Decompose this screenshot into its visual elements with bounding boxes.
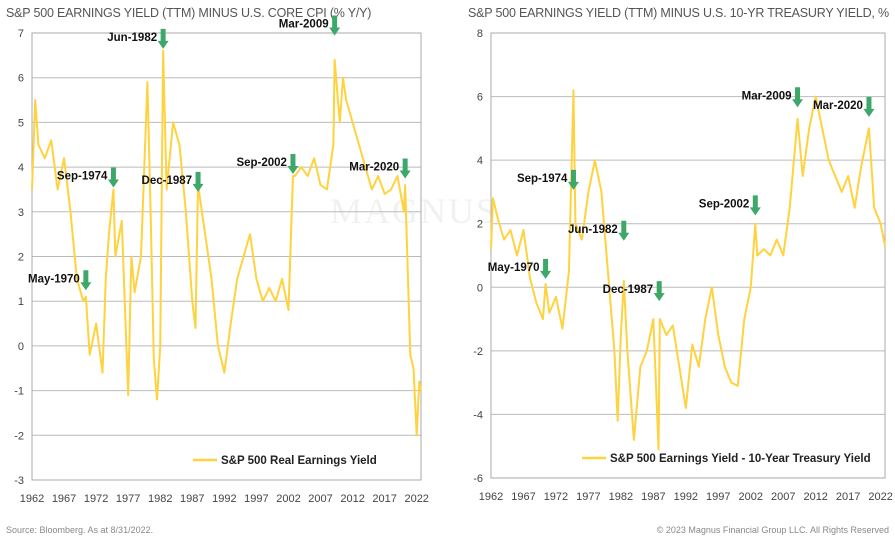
annotation-arrow [80,270,92,291]
x-tick-label: 1982 [148,493,172,505]
annotation-label: Mar-2009 [279,18,329,30]
y-tick-label: 6 [18,73,24,85]
y-tick-label: 7 [18,28,24,40]
y-tick-label: 6 [477,92,483,104]
annotation-arrow [399,158,411,179]
x-tick-label: 2017 [372,493,396,505]
y-tick-label: -6 [473,473,483,485]
annotation-label: Sep-1974 [57,170,108,182]
x-tick-label: 1967 [52,493,76,505]
x-tick-label: 1962 [20,493,44,505]
y-tick-label: 4 [477,155,483,167]
copyright: © 2023 Magnus Financial Group LLC. All R… [656,525,889,535]
annotation-label: Mar-2020 [813,100,863,112]
legend-label: S&P 500 Earnings Yield - 10-Year Treasur… [610,453,871,465]
annotation-label: Jun-1982 [568,224,618,236]
y-tick-label: 0 [18,341,24,353]
left-chart-title: S&P 500 EARNINGS YIELD (TTM) MINUS U.S. … [6,6,372,20]
x-tick-label: 1987 [641,491,665,503]
annotation-arrow [618,220,630,241]
x-tick-label: 2007 [308,493,332,505]
annotation-arrow [792,87,804,108]
x-tick-label: 2017 [836,491,860,503]
x-tick-label: 1992 [212,493,236,505]
annotation-arrow [287,154,299,175]
annotation-label: Mar-2020 [349,162,399,174]
x-tick-label: 1977 [576,491,600,503]
y-tick-label: -4 [473,409,483,421]
annotation-arrow [192,171,204,192]
series-line [31,49,422,437]
y-tick-label: 8 [477,28,483,40]
annotation-label: Sep-2002 [236,157,287,169]
annotation-label: Mar-2009 [742,90,792,102]
x-tick-label: 1977 [116,493,140,505]
y-tick-label: -2 [473,346,483,358]
y-tick-label: -2 [14,430,24,442]
annotation-arrow [567,169,579,190]
annotation-label: Dec-1987 [603,284,654,296]
y-tick-label: 1 [18,296,24,308]
annotation-arrow [329,15,341,36]
y-tick-label: 4 [18,162,24,174]
x-tick-label: 1997 [706,491,730,503]
x-tick-label: 2007 [771,491,795,503]
y-tick-label: 3 [18,207,24,219]
watermark-logo: MAGNUS [330,191,499,231]
plot-frame [31,32,422,481]
annotation-arrow [653,281,665,302]
annotation-arrow [157,28,169,49]
annotation-arrow [107,167,119,188]
y-tick-label: 2 [477,219,483,231]
x-tick-label: 1997 [244,493,268,505]
y-tick-label: 2 [18,252,24,264]
x-tick-label: 1972 [544,491,568,503]
y-tick-label: -1 [14,386,24,398]
x-tick-label: 2002 [276,493,300,505]
annotation-label: Sep-1974 [517,173,568,185]
legend-label: S&P 500 Real Earnings Yield [221,455,377,467]
x-tick-label: 1982 [609,491,633,503]
x-tick-label: 1992 [674,491,698,503]
annotation-arrow [540,258,552,279]
source-note: Source: Bloomberg. As at 8/31/2022. [6,525,154,535]
x-tick-label: 2012 [340,493,364,505]
x-tick-label: 2012 [803,491,827,503]
annotation-label: May-1970 [488,262,540,274]
y-tick-label: 0 [477,282,483,294]
x-tick-label: 1967 [511,491,535,503]
annotation-arrow [749,195,761,216]
annotation-label: Dec-1987 [142,175,193,187]
x-tick-label: 1987 [180,493,204,505]
x-tick-label: 2022 [868,491,892,503]
series-line [490,89,886,451]
annotation-label: May-1970 [28,273,80,285]
y-tick-label: 5 [18,117,24,129]
plot-frame [490,32,886,479]
annotation-label: Sep-2002 [699,198,750,210]
x-tick-label: 2022 [404,493,428,505]
annotation-arrow [863,96,875,117]
x-tick-label: 1972 [84,493,108,505]
annotation-label: Jun-1982 [107,32,157,44]
x-tick-label: 2002 [739,491,763,503]
right-chart-title: S&P 500 EARNINGS YIELD (TTM) MINUS U.S. … [468,6,889,20]
x-tick-label: 1962 [479,491,503,503]
y-tick-label: -3 [14,475,24,487]
